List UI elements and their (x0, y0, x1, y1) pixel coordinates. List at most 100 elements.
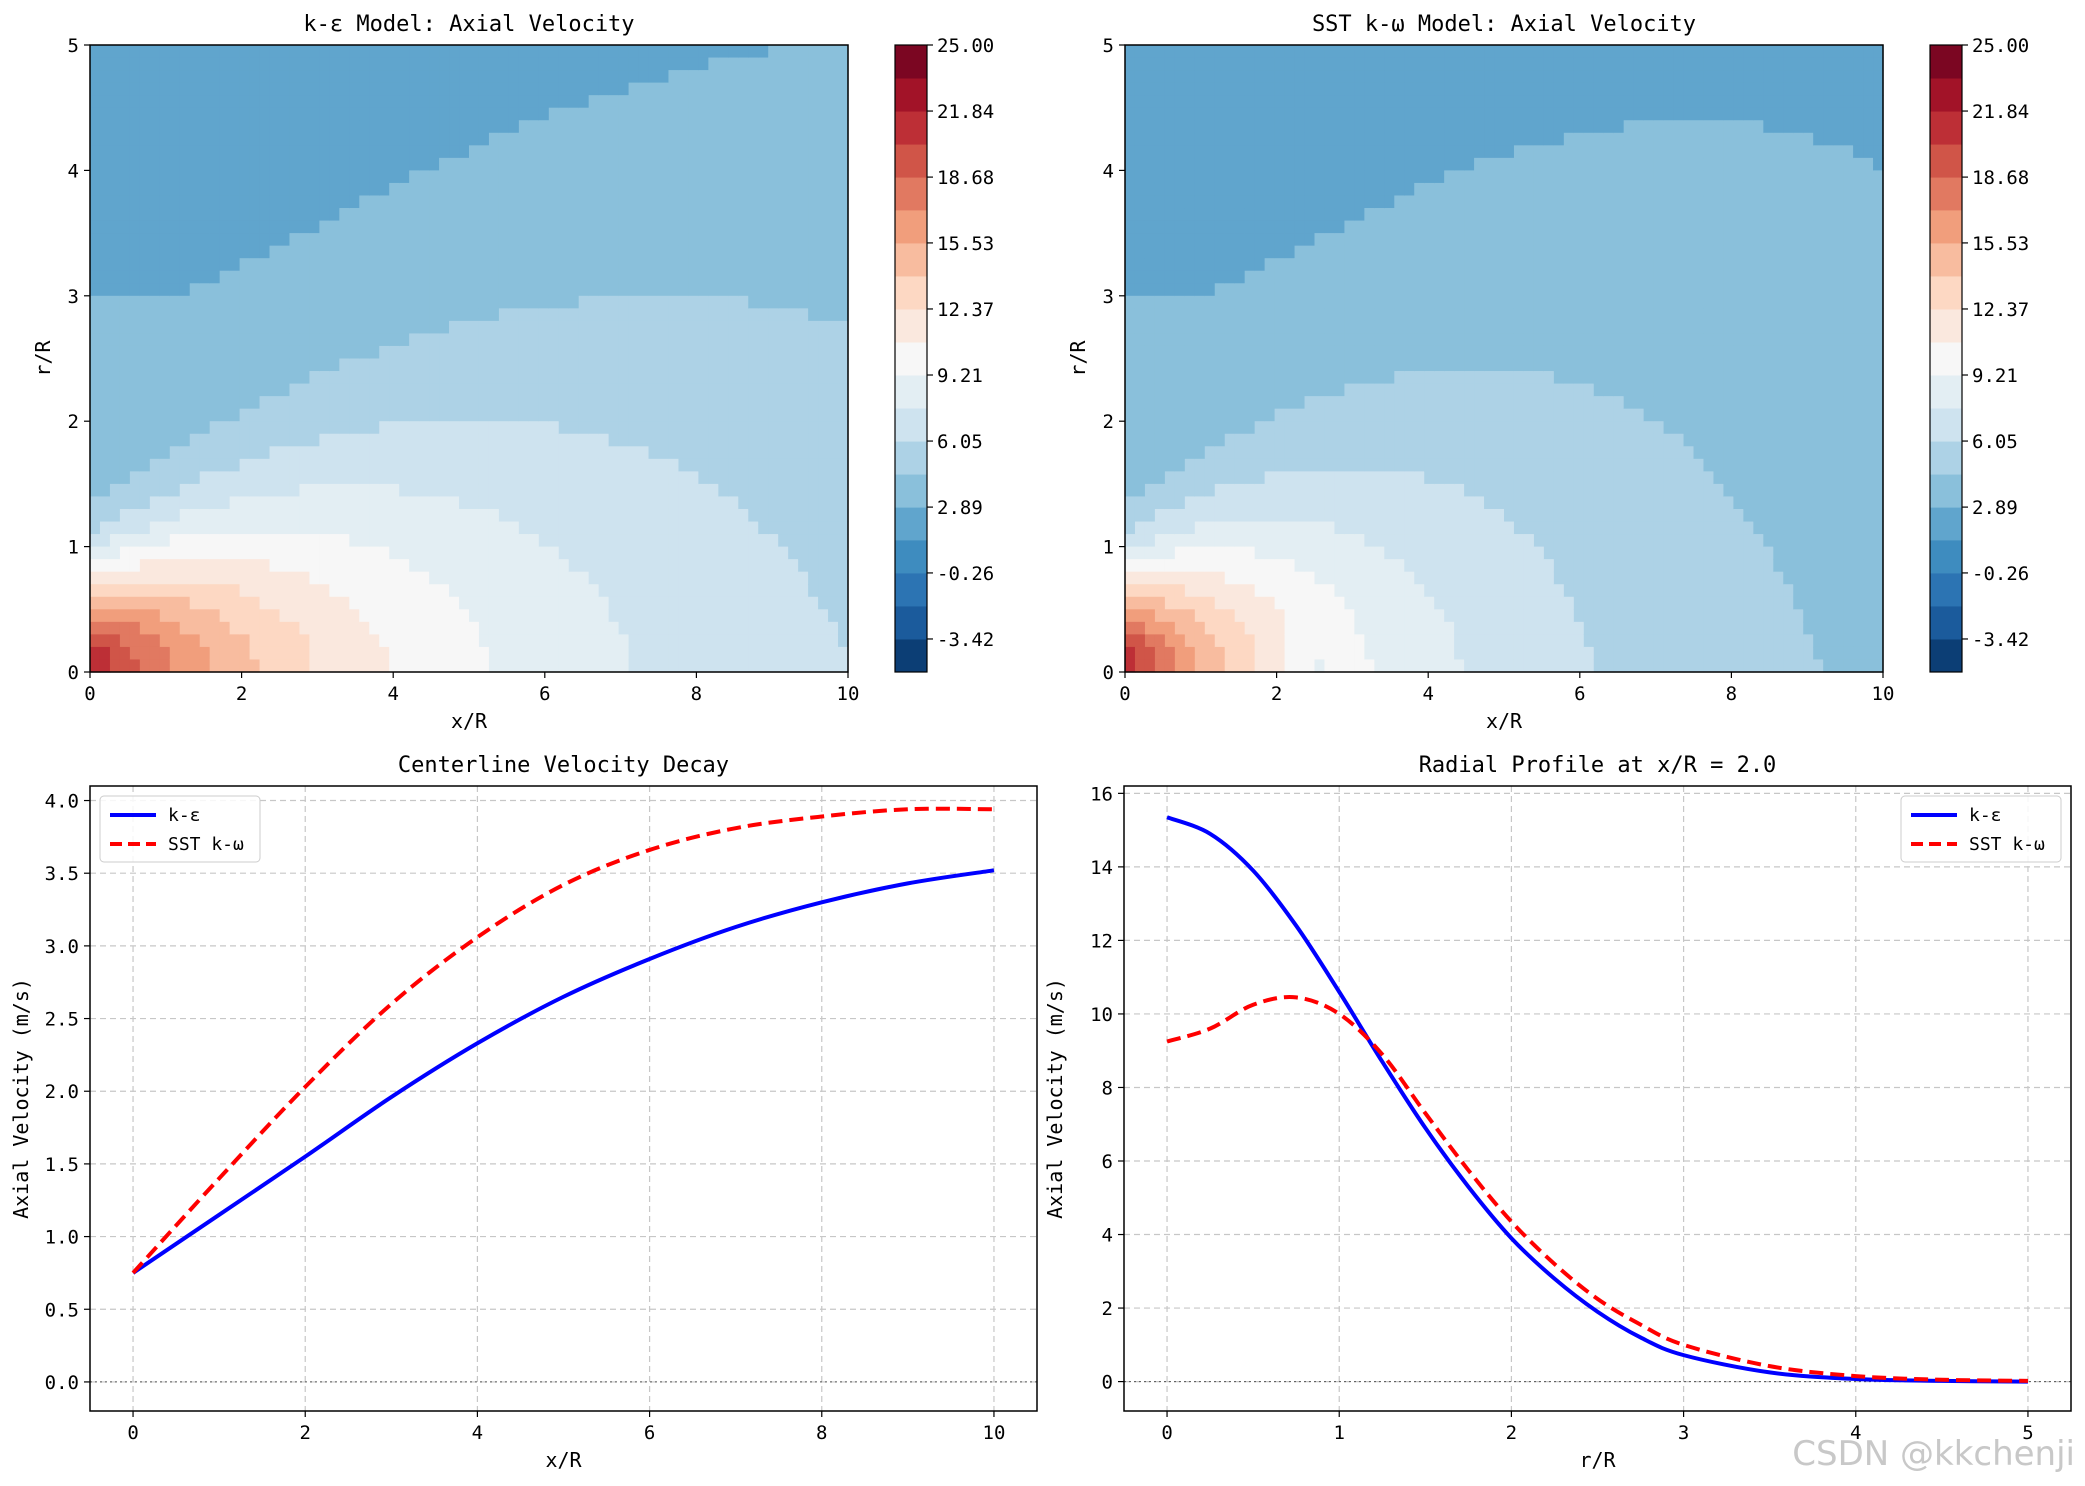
contour-ke-cell (548, 634, 560, 648)
contour-ke-cell (379, 120, 390, 134)
contour-sst-cell (1134, 609, 1146, 623)
contour-sst-cell (1134, 333, 1146, 347)
contour-ke-cell (119, 333, 131, 347)
contour-ke-cell (588, 609, 600, 623)
contour-ke-cell (738, 396, 749, 410)
contour-ke-cell (528, 596, 540, 610)
contour-ke-cell (259, 333, 271, 347)
contour-ke-cell (628, 559, 640, 573)
contour-ke-cell (698, 408, 709, 422)
contour-ke-cell (628, 496, 640, 510)
contour-ke-cell (409, 458, 420, 472)
contour-sst-cell (1134, 345, 1146, 360)
contour-ke-cell (289, 95, 301, 109)
contour-ke-cell (508, 245, 520, 259)
contour-ke-cell (149, 45, 161, 59)
contour-sst-cell (1164, 95, 1176, 109)
contour-ke-cell (748, 345, 759, 360)
contour-ke-cell (149, 170, 161, 184)
contour-ke-cell (419, 82, 430, 96)
contour-ke-cell (658, 157, 670, 171)
contour-ke-cell (269, 333, 281, 347)
contour-ke-cell (668, 609, 680, 623)
contour-ke-cell (269, 345, 281, 360)
contour-ke-cell (578, 659, 590, 673)
contour-sst-cell (1244, 195, 1256, 209)
contour-ke-cell (90, 396, 101, 410)
contour-ke-colorbar-band (895, 308, 927, 343)
contour-sst-cell (1154, 82, 1166, 96)
contour-ke-cell (528, 157, 540, 171)
contour-ke-cell (409, 421, 420, 435)
contour-sst-cell (1294, 446, 1306, 460)
contour-sst-cell (1204, 358, 1216, 372)
contour-ke-cell (528, 132, 540, 146)
contour-ke-cell (738, 182, 749, 197)
contour-ke-cell (568, 245, 580, 259)
contour-ke-cell (618, 521, 630, 535)
contour-sst-cell (1144, 120, 1156, 134)
contour-ke-cell (339, 534, 350, 548)
contour-ke-cell (598, 157, 610, 171)
contour-ke-cell (249, 383, 261, 397)
contour-ke-cell (90, 70, 101, 84)
contour-ke-cell (149, 345, 161, 360)
contour-sst-cell (1134, 170, 1146, 184)
contour-sst-cell (1304, 396, 1316, 410)
contour-ke-cell (99, 220, 111, 234)
contour-sst-cell (1324, 396, 1336, 410)
contour-ke-cell (189, 182, 201, 197)
contour-ke-cell (678, 646, 690, 661)
contour-ke-cell (808, 458, 819, 472)
contour-ke-cell (538, 508, 550, 523)
contour-ke-colorbar-label: 6.05 (937, 431, 983, 453)
contour-sst-cell (1234, 333, 1246, 347)
contour-sst-cell (1184, 596, 1196, 610)
contour-ke-cell (229, 132, 241, 146)
contour-sst-cell (1314, 132, 1326, 146)
contour-sst-cell (1134, 107, 1146, 121)
contour-sst-cell (1204, 383, 1216, 397)
contour-ke-cell (469, 233, 480, 247)
contour-ke-cell (798, 157, 809, 171)
contour-ke-cell (359, 220, 370, 234)
contour-ke-cell (738, 245, 749, 259)
contour-ke-cell (618, 646, 630, 661)
contour-ke-cell (708, 621, 719, 635)
contour-sst-cell (1204, 546, 1216, 560)
contour-ke-cell (319, 270, 330, 284)
contour-ke-cell (439, 208, 450, 222)
contour-ke-cell (279, 458, 291, 472)
contour-sst-cell (1264, 195, 1276, 209)
contour-ke-cell (618, 433, 630, 447)
contour-ke-cell (349, 584, 360, 598)
contour-sst-cell (1125, 45, 1136, 59)
contour-sst-cell (1174, 258, 1186, 272)
contour-ke-cell (90, 659, 101, 673)
contour-ke-cell (129, 157, 141, 171)
contour-ke-cell (508, 145, 520, 159)
contour-sst-cell (1264, 396, 1276, 410)
contour-ke-cell (329, 57, 340, 71)
contour-ke-cell (738, 70, 749, 84)
contour-ke-cell (678, 521, 690, 535)
contour-ke-cell (459, 383, 470, 397)
contour-ke-cell (279, 358, 291, 372)
contour-ke-cell (578, 596, 590, 610)
contour-sst-cell (1174, 270, 1186, 284)
contour-ke-cell (459, 609, 470, 623)
contour-ke-cell (668, 82, 680, 96)
contour-ke-cell (498, 320, 510, 335)
contour-ke-cell (319, 107, 330, 121)
contour-ke-cell (498, 571, 510, 585)
contour-ke-cell (139, 258, 151, 272)
contour-ke-cell (618, 195, 630, 209)
contour-ke-cell (419, 308, 430, 322)
contour-ke-cell (309, 446, 320, 460)
contour-sst-cell (1174, 659, 1186, 673)
contour-ke-cell (269, 270, 281, 284)
contour-ke-cell (139, 107, 151, 121)
contour-ke-cell (558, 107, 570, 121)
contour-ke-cell (209, 433, 221, 447)
contour-sst-cell (1304, 295, 1316, 309)
